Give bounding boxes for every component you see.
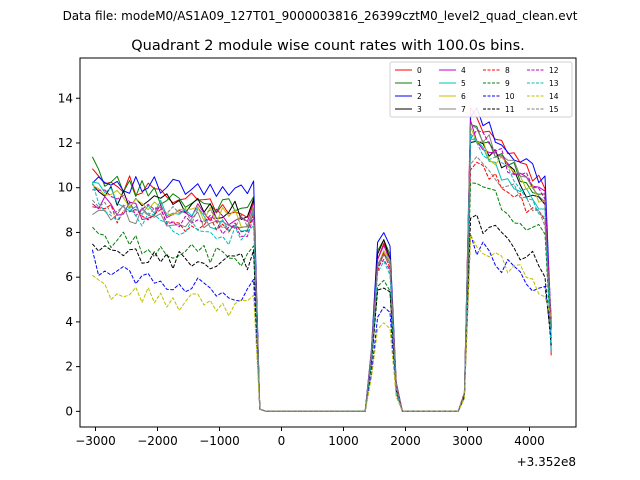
y-tick-label: 10 <box>58 181 73 195</box>
chart-title: Quadrant 2 module wise count rates with … <box>131 38 525 54</box>
legend-label-11: 11 <box>505 105 515 114</box>
series-line-11 <box>92 214 552 412</box>
figure-suptitle: Data file: modeM0/AS1A09_127T01_90000038… <box>63 9 578 23</box>
series-line-3 <box>92 140 552 412</box>
legend-label-0: 0 <box>417 66 422 75</box>
y-tick-label: 8 <box>65 225 73 239</box>
x-tick-label: −3000 <box>75 434 116 448</box>
series-line-15 <box>92 156 552 412</box>
x-tick-label: 0 <box>278 434 286 448</box>
legend-label-8: 8 <box>505 66 510 75</box>
legend-label-13: 13 <box>549 79 559 88</box>
plot-area <box>80 58 576 427</box>
y-tick-label: 4 <box>65 315 73 329</box>
x-tick-label: 2000 <box>390 434 421 448</box>
legend-label-6: 6 <box>461 92 466 101</box>
series-line-7 <box>92 123 552 412</box>
x-tick-label: −1000 <box>199 434 240 448</box>
plot-frame <box>79 57 577 428</box>
y-tick-label: 14 <box>58 91 73 105</box>
x-tick-label: 3000 <box>452 434 483 448</box>
x-tick-label: −2000 <box>137 434 178 448</box>
legend-label-12: 12 <box>549 66 559 75</box>
series-line-13 <box>91 133 552 412</box>
legend-label-4: 4 <box>461 66 466 75</box>
series-line-6 <box>92 126 552 412</box>
legend-label-3: 3 <box>417 105 422 114</box>
legend-label-14: 14 <box>549 92 559 101</box>
legend-label-15: 15 <box>549 105 559 114</box>
legend-label-2: 2 <box>417 92 422 101</box>
series-line-14 <box>92 234 552 412</box>
y-axis: 0 2 4 6 8 10 12 14 <box>58 91 80 418</box>
y-tick-label: 2 <box>65 360 73 374</box>
series-lines <box>91 107 552 412</box>
legend-label-10: 10 <box>505 92 515 101</box>
y-tick-label: 12 <box>58 136 73 150</box>
legend-label-5: 5 <box>461 79 466 88</box>
x-tick-label: 4000 <box>514 434 545 448</box>
x-offset-label: +3.352e8 <box>517 455 576 469</box>
legend-label-1: 1 <box>417 79 422 88</box>
y-tick-label: 0 <box>65 404 73 418</box>
x-tick-label: 1000 <box>328 434 359 448</box>
series-line-10 <box>91 233 552 412</box>
legend-label-7: 7 <box>461 105 466 114</box>
legend-label-9: 9 <box>505 79 510 88</box>
series-line-2 <box>92 107 552 412</box>
x-axis: −3000 −2000 −1000 0 1000 2000 3000 4000 <box>75 427 545 448</box>
legend-box <box>389 61 573 118</box>
series-line-9 <box>92 182 552 412</box>
y-tick-label: 6 <box>65 270 73 284</box>
series-line-8 <box>92 161 552 412</box>
